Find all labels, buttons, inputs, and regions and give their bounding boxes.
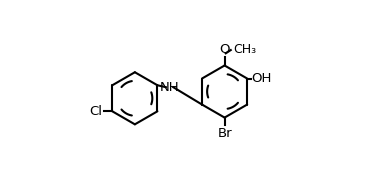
Text: CH₃: CH₃ [233,43,256,56]
Text: OH: OH [251,72,272,85]
Text: Cl: Cl [90,105,103,118]
Text: O: O [219,43,230,56]
Text: NH: NH [160,81,179,94]
Text: Br: Br [217,127,232,140]
